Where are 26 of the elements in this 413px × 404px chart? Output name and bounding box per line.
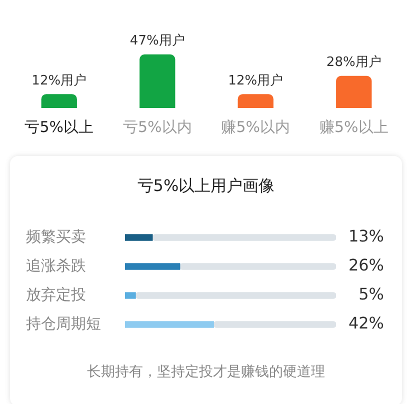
x-tick-label: 赚5%以上 <box>319 118 388 136</box>
data-label: 12%用户 <box>32 73 87 88</box>
data-label: 42% <box>348 314 384 333</box>
chart-title: 亏5%以上用户画像 <box>136 176 276 197</box>
bar <box>135 292 336 299</box>
x-tick-label: 亏5%以内 <box>122 118 192 136</box>
data-label: 13% <box>348 226 384 246</box>
y-tick-label: 频繁买卖 <box>26 227 86 246</box>
bar <box>180 263 336 270</box>
data-label: 47%用户 <box>130 34 185 49</box>
x-tick-label: 亏5%以上 <box>24 118 94 136</box>
data-label: 12%用户 <box>228 73 284 88</box>
data-label: 28%用户 <box>326 55 382 70</box>
bar <box>125 234 153 241</box>
data-label: 5% <box>358 284 384 304</box>
y-tick-label: 持仓周期短 <box>26 314 101 332</box>
data-label: 26% <box>348 256 384 275</box>
bar <box>125 292 136 299</box>
x-tick-label: 赚5%以内 <box>221 118 290 136</box>
bar <box>213 321 336 328</box>
bar <box>125 263 180 270</box>
y-tick-label: 放弃定投 <box>26 285 86 304</box>
bar <box>125 321 214 328</box>
y-tick-label: 追涨杀跌 <box>26 256 86 274</box>
text: 长期持有，坚持定投才是赚钱的硬道理 <box>86 363 326 381</box>
bar <box>152 234 336 241</box>
